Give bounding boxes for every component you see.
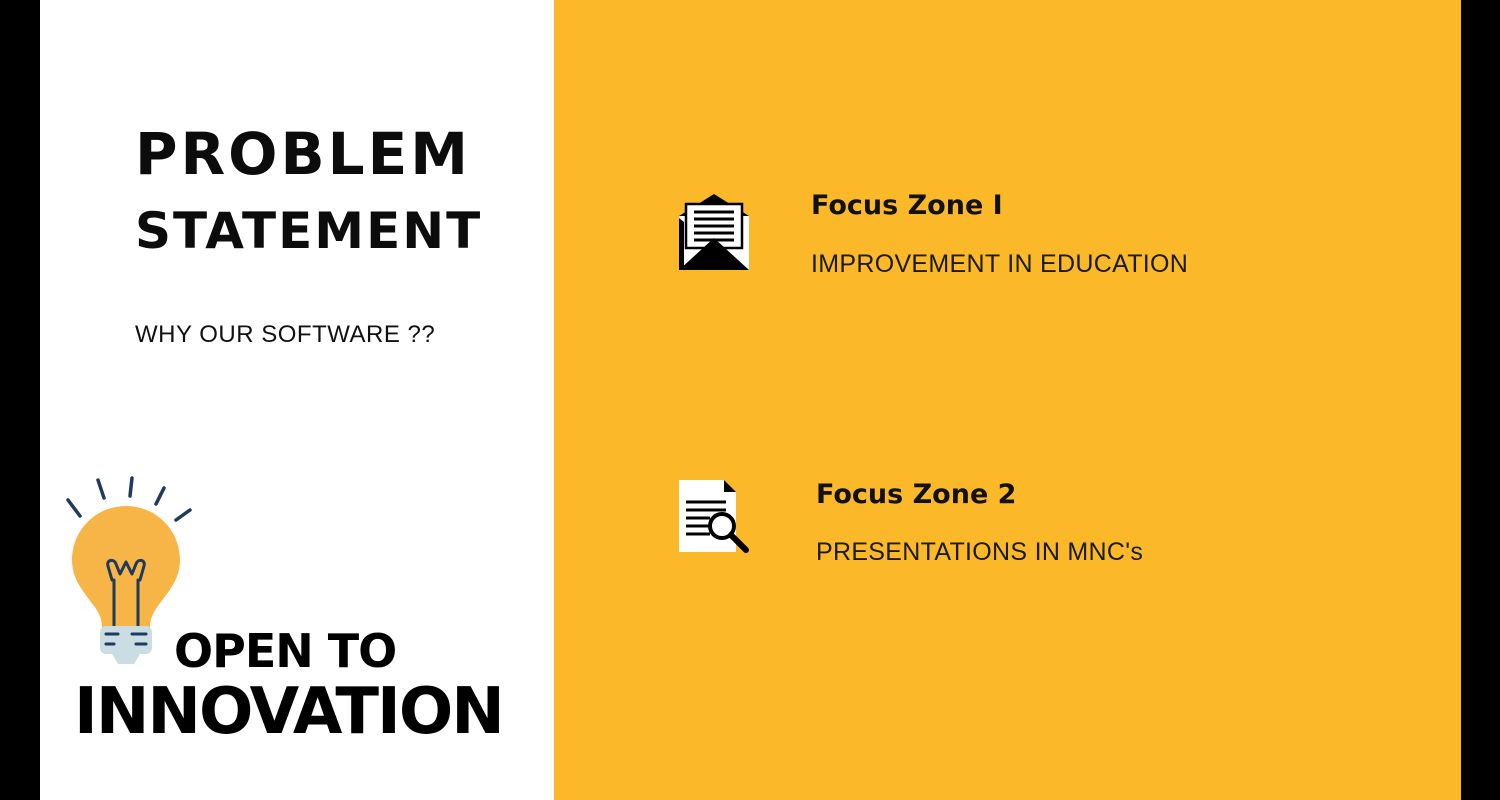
title-line-2: STATEMENT bbox=[135, 202, 483, 260]
right-panel bbox=[554, 0, 1461, 800]
badge-line-1: OPEN TO bbox=[174, 624, 397, 678]
zone-1-description: IMPROVEMENT IN EDUCATION bbox=[811, 250, 1189, 278]
title-line-1: PROBLEM bbox=[135, 120, 471, 188]
lightbulb-icon bbox=[66, 476, 192, 664]
subtitle: WHY OUR SOFTWARE ?? bbox=[135, 321, 436, 348]
zone-2-description: PRESENTATIONS IN MNC's bbox=[816, 538, 1144, 566]
zone-1-title: Focus Zone I bbox=[811, 190, 1003, 221]
open-envelope-icon bbox=[679, 194, 749, 270]
document-search-icon bbox=[679, 480, 749, 553]
badge-line-2: INNOVATION bbox=[74, 675, 505, 749]
slide: PROBLEM STATEMENT WHY OUR SOFTWARE ?? bbox=[40, 0, 1461, 800]
left-panel: PROBLEM STATEMENT WHY OUR SOFTWARE ?? bbox=[40, 0, 554, 800]
zone-2-title: Focus Zone 2 bbox=[816, 479, 1017, 510]
